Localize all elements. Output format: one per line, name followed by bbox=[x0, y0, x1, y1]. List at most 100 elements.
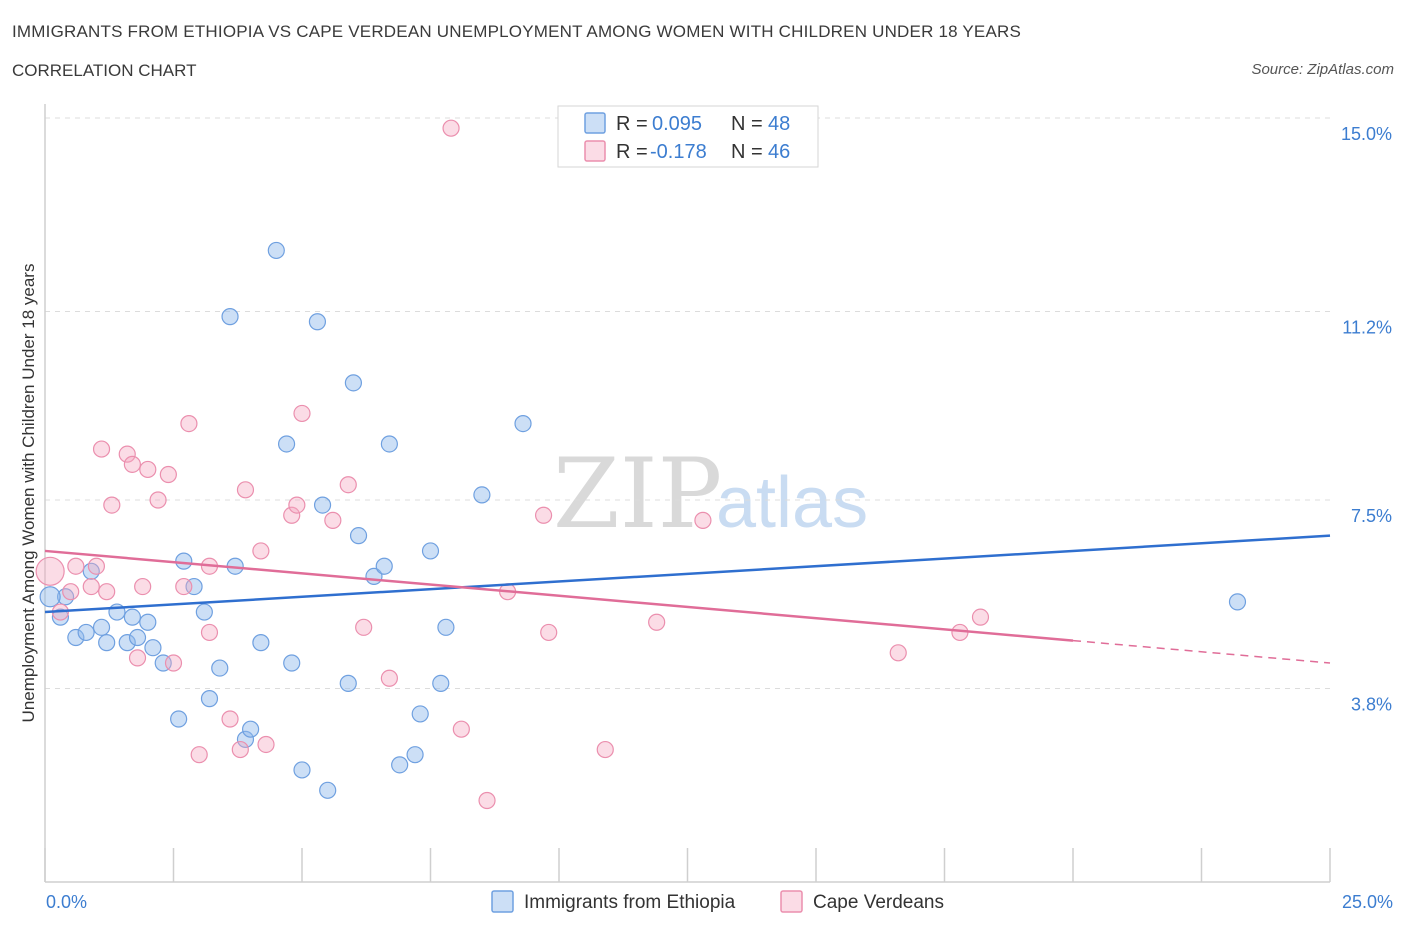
x-tick-label-0: 0.0% bbox=[46, 892, 87, 912]
point-cape-verdean-24 bbox=[236, 481, 255, 499]
point-cape-verdean-18 bbox=[180, 415, 198, 433]
tick-labels: 3.8% 7.5% 11.2% 15.0% 0.0% 25.0% bbox=[46, 124, 1393, 912]
legend-n-label-cape-verdean: N = bbox=[731, 141, 763, 163]
point-cape-verdean-23 bbox=[231, 740, 249, 759]
bottom-legend-label-cape-verdean: Cape Verdeans bbox=[813, 892, 944, 913]
point-cape-verdean-42 bbox=[694, 511, 712, 529]
point-ethiopia-25 bbox=[267, 241, 285, 260]
trend-line-ethiopia bbox=[44, 534, 1331, 614]
point-cape-verdean-40 bbox=[596, 740, 614, 759]
legend-r-label-cape-verdean: R = bbox=[616, 141, 648, 163]
point-cape-verdean-17 bbox=[175, 577, 193, 596]
point-ethiopia-41 bbox=[421, 542, 440, 560]
point-cape-verdean-6 bbox=[92, 440, 111, 458]
watermark-atlas: atlas bbox=[716, 463, 868, 543]
point-ethiopia-12 bbox=[144, 639, 162, 657]
point-cape-verdean-16 bbox=[164, 654, 183, 672]
point-cape-verdean-14 bbox=[149, 491, 167, 509]
point-ethiopia-0 bbox=[51, 608, 70, 626]
legend-n-value-cape-verdean: 46 bbox=[768, 141, 790, 163]
point-cape-verdean-28 bbox=[288, 496, 306, 514]
point-ethiopia-32 bbox=[339, 674, 357, 692]
point-ethiopia-47 bbox=[39, 586, 61, 608]
legend-n-label-ethiopia: N = bbox=[731, 113, 763, 135]
point-ethiopia-4 bbox=[82, 562, 100, 580]
point-cape-verdean-5 bbox=[87, 557, 106, 575]
point-ethiopia-18 bbox=[200, 690, 219, 708]
point-cape-verdean-39 bbox=[540, 623, 558, 642]
point-ethiopia-46 bbox=[1228, 593, 1247, 611]
point-cape-verdean-41 bbox=[648, 613, 666, 631]
legend-swatch-cape-verdean bbox=[584, 140, 606, 162]
trend-lines bbox=[44, 534, 1331, 664]
point-cape-verdean-26 bbox=[257, 735, 275, 754]
point-cape-verdean-2 bbox=[62, 583, 80, 601]
trend-line-cape-verdean-extension bbox=[1072, 639, 1331, 664]
point-ethiopia-30 bbox=[313, 496, 332, 514]
point-ethiopia-44 bbox=[473, 486, 491, 504]
point-ethiopia-15 bbox=[175, 552, 193, 570]
point-ethiopia-3 bbox=[77, 623, 95, 642]
point-cape-verdean-7 bbox=[98, 583, 116, 601]
point-cape-verdean-29 bbox=[293, 404, 311, 423]
point-ethiopia-43 bbox=[437, 618, 455, 636]
point-ethiopia-40 bbox=[411, 705, 429, 723]
point-ethiopia-17 bbox=[195, 603, 213, 621]
point-cape-verdean-19 bbox=[190, 746, 208, 764]
point-ethiopia-34 bbox=[349, 527, 368, 545]
point-cape-verdean-32 bbox=[355, 618, 373, 636]
point-ethiopia-14 bbox=[170, 710, 188, 728]
y-tick-label-1: 7.5% bbox=[1351, 506, 1392, 526]
bottom-legend: Immigrants from Ethiopia Cape Verdeans bbox=[491, 890, 944, 913]
point-ethiopia-11 bbox=[139, 613, 157, 631]
point-ethiopia-8 bbox=[118, 634, 136, 652]
point-cape-verdean-45 bbox=[971, 608, 990, 626]
point-ethiopia-36 bbox=[375, 557, 393, 575]
point-ethiopia-33 bbox=[344, 374, 362, 392]
point-cape-verdean-15 bbox=[159, 465, 177, 484]
point-ethiopia-10 bbox=[128, 628, 147, 647]
axes bbox=[44, 104, 1331, 883]
point-ethiopia-5 bbox=[92, 618, 111, 636]
legend-r-value-ethiopia: 0.095 bbox=[652, 113, 702, 135]
legend-r-label-ethiopia: R = bbox=[616, 113, 648, 135]
point-ethiopia-31 bbox=[319, 781, 337, 799]
point-ethiopia-19 bbox=[211, 659, 229, 677]
point-ethiopia-45 bbox=[514, 415, 532, 433]
watermark-zip: ZIP bbox=[553, 438, 722, 550]
point-cape-verdean-22 bbox=[221, 710, 239, 728]
point-cape-verdean-35 bbox=[452, 720, 470, 738]
point-cape-verdean-31 bbox=[339, 476, 357, 494]
legend-n-value-ethiopia: 48 bbox=[768, 113, 790, 135]
point-ethiopia-29 bbox=[308, 313, 327, 331]
y-tick-label-2: 11.2% bbox=[1342, 318, 1392, 338]
bottom-legend-swatch-cape-verdean bbox=[780, 890, 803, 913]
watermark: ZIP atlas bbox=[553, 438, 868, 550]
legend: R = 0.095 N = 48 R = -0.178 N = 46 bbox=[557, 105, 819, 168]
point-ethiopia-28 bbox=[293, 761, 311, 779]
point-ethiopia-2 bbox=[67, 628, 85, 647]
point-cape-verdean-12 bbox=[134, 577, 152, 596]
source-label: Source: ZipAtlas.com bbox=[1251, 61, 1394, 78]
point-cape-verdean-10 bbox=[123, 455, 141, 473]
point-cape-verdean-33 bbox=[380, 669, 398, 687]
grid bbox=[45, 117, 1330, 689]
point-cape-verdean-9 bbox=[118, 445, 136, 463]
point-cape-verdean-11 bbox=[128, 649, 147, 667]
point-ethiopia-20 bbox=[221, 308, 239, 326]
point-cape-verdean-36 bbox=[478, 791, 496, 810]
chart-subtitle: CORRELATION CHART bbox=[12, 61, 197, 80]
point-ethiopia-38 bbox=[391, 756, 409, 774]
point-cape-verdean-27 bbox=[283, 506, 301, 524]
y-tick-label-3: 15.0% bbox=[1341, 124, 1392, 144]
y-tick-label-0: 3.8% bbox=[1351, 694, 1392, 714]
legend-swatch-ethiopia bbox=[584, 112, 606, 134]
chart-title: IMMIGRANTS FROM ETHIOPIA VS CAPE VERDEAN… bbox=[12, 22, 1022, 41]
legend-r-value-cape-verdean: -0.178 bbox=[650, 141, 707, 163]
point-ethiopia-27 bbox=[283, 654, 301, 672]
point-cape-verdean-4 bbox=[82, 577, 100, 596]
point-cape-verdean-3 bbox=[67, 557, 85, 575]
bottom-legend-swatch-ethiopia bbox=[491, 890, 514, 913]
point-ethiopia-23 bbox=[242, 720, 260, 738]
legend-frame bbox=[557, 105, 819, 168]
